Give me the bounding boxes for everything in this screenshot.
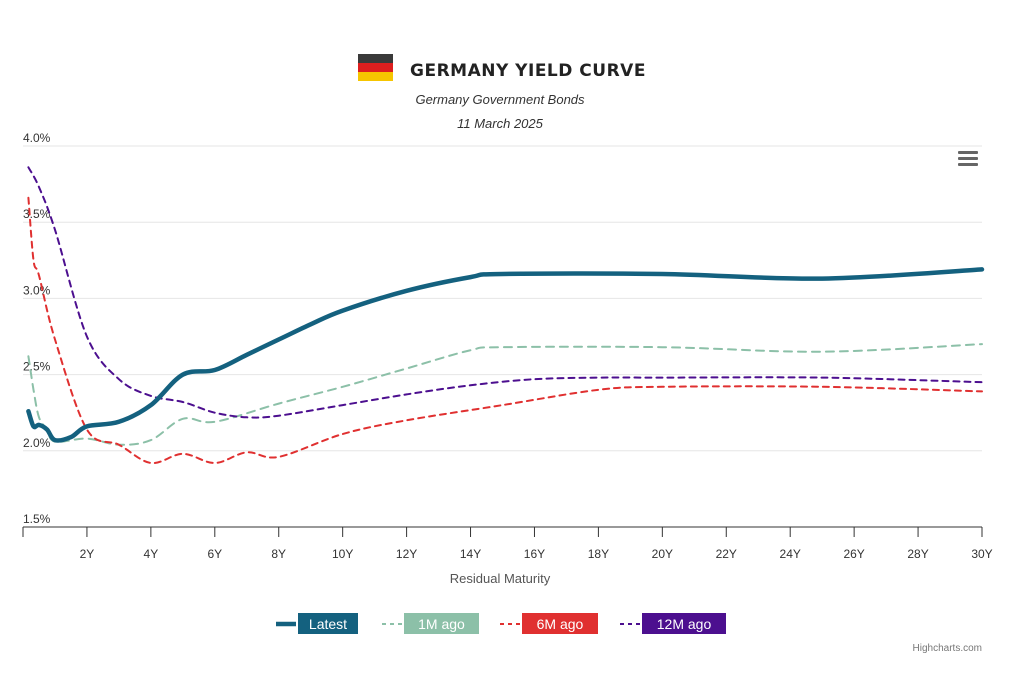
series-line-6m-ago xyxy=(27,196,983,465)
series-lines xyxy=(26,166,985,465)
germany-flag-icon xyxy=(358,54,393,81)
y-tick-label: 2.0% xyxy=(23,436,51,450)
x-tick-label: 24Y xyxy=(780,547,801,561)
x-tick-label: 12Y xyxy=(396,547,417,561)
legend-item-6m-ago[interactable]: 6M ago xyxy=(500,613,598,634)
series-line-latest xyxy=(26,267,985,443)
x-tick-label: 6Y xyxy=(207,547,222,561)
grid-lines xyxy=(23,145,982,528)
legend-item-12m-ago[interactable]: 12M ago xyxy=(620,613,726,634)
legend-item-latest[interactable]: Latest xyxy=(276,613,358,634)
x-tick-label: 2Y xyxy=(80,547,95,561)
x-tick-label: 28Y xyxy=(907,547,928,561)
y-tick-label: 3.0% xyxy=(23,283,51,297)
series-line-12m-ago xyxy=(27,166,983,419)
x-tick-label: 10Y xyxy=(332,547,353,561)
x-tick-label: 22Y xyxy=(716,547,737,561)
legend: Latest 1M ago 6M ago 12M ago xyxy=(276,613,726,634)
x-tick-label: 8Y xyxy=(271,547,286,561)
legend-label: 12M ago xyxy=(657,616,712,632)
legend-label-bg xyxy=(642,613,726,634)
credits-link[interactable]: Highcharts.com xyxy=(913,643,982,654)
y-tick-label: 4.0% xyxy=(23,131,51,145)
chart-date: 11 March 2025 xyxy=(457,116,544,131)
chart-subtitle: Germany Government Bonds xyxy=(415,92,585,107)
x-tick-label: 16Y xyxy=(524,547,545,561)
legend-label: 6M ago xyxy=(537,616,584,632)
legend-item-1m-ago[interactable]: 1M ago xyxy=(382,613,479,634)
legend-label-bg xyxy=(298,613,358,634)
y-tick-label: 2.5% xyxy=(23,360,51,374)
y-tick-label: 3.5% xyxy=(23,207,51,221)
x-tick-label: 26Y xyxy=(843,547,864,561)
x-axis-title: Residual Maturity xyxy=(450,571,551,586)
legend-label: 1M ago xyxy=(418,616,465,632)
legend-label: Latest xyxy=(309,616,347,632)
y-tick-label: 1.5% xyxy=(23,512,51,526)
legend-label-bg xyxy=(522,613,598,634)
x-tick-label: 20Y xyxy=(652,547,673,561)
x-tick-label: 30Y xyxy=(971,547,992,561)
hamburger-menu-icon[interactable] xyxy=(956,146,980,168)
legend-label-bg xyxy=(404,613,479,634)
x-tick-label: 18Y xyxy=(588,547,609,561)
y-axis-labels: 1.5% 2.0% 2.5% 3.0% 3.5% 4.0% xyxy=(23,131,51,526)
x-tick-label: 14Y xyxy=(460,547,481,561)
x-tick-label: 4Y xyxy=(144,547,159,561)
x-axis: 2Y 4Y 6Y 8Y 10Y 12Y 14Y 16Y 18Y 20Y 22Y 24Y 26Y 28Y 30… xyxy=(22,526,993,561)
series-line-1m-ago xyxy=(27,343,983,446)
chart-title: GERMANY YIELD CURVE xyxy=(410,61,646,81)
